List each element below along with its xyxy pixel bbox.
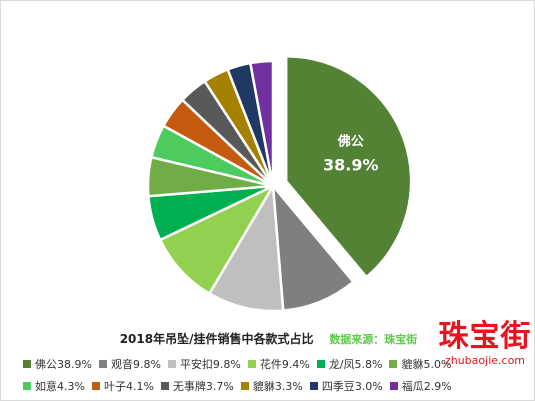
data-label-value: 38.9% — [323, 156, 379, 175]
legend-item: 佛公 38.9% — [23, 356, 92, 372]
legend-swatch — [167, 360, 176, 368]
legend-swatch — [160, 382, 169, 390]
chart-title: 2018年吊坠/挂件销售中各款式占比 — [119, 332, 314, 346]
watermark-logo: 珠宝街 zhubaojie.com — [436, 319, 534, 399]
legend: 佛公 38.9% 观音 9.8% 平安扣 9.8% 花件 9.4% 龙/凤 5.8% 貔貅 5.0% … — [23, 353, 523, 397]
legend-label: 貔貅 — [252, 380, 275, 393]
legend-value: 9.8% — [132, 357, 161, 371]
legend-label: 观音 — [110, 358, 133, 371]
legend-label: 如意 — [35, 380, 57, 393]
legend-item: 平安扣 9.8% — [167, 356, 241, 372]
legend-swatch — [240, 382, 249, 390]
legend-value: 38.9% — [57, 357, 92, 371]
pie-slice — [271, 182, 356, 312]
legend-swatch — [389, 360, 398, 368]
legend-value: 2.9% — [423, 379, 452, 393]
legend-item: 花件 9.4% — [247, 356, 310, 372]
legend-value: 5.0% — [423, 357, 452, 371]
legend-row: 如意 4.3% 叶子 4.1% 无事牌 3.7% 貔貅 3.3% 四季豆 3.0% 福瓜 2.9% — [23, 375, 523, 397]
data-label-category: 佛公 — [337, 134, 364, 150]
legend-label: 福瓜 — [401, 380, 424, 393]
pie-chart: 佛公 38.9% — [146, 54, 413, 313]
legend-label: 平安扣 — [179, 358, 213, 371]
legend-item: 无事牌 3.7% — [160, 378, 234, 394]
legend-swatch — [309, 382, 318, 390]
legend-label: 叶子 — [103, 380, 126, 393]
legend-label: 龙/凤 — [328, 358, 355, 371]
legend-value: 9.4% — [281, 357, 310, 371]
pie-slice — [248, 59, 275, 187]
legend-value: 3.0% — [354, 379, 383, 393]
legend-swatch — [23, 382, 31, 390]
legend-item: 貔貅 5.0% — [389, 356, 451, 372]
legend-swatch — [247, 360, 256, 368]
legend-row: 佛公 38.9% 观音 9.8% 平安扣 9.8% 花件 9.4% 龙/凤 5.8% 貔貅 5.0% — [23, 353, 523, 375]
legend-swatch — [23, 360, 31, 368]
legend-swatch — [98, 360, 107, 368]
legend-item: 貔貅 3.3% — [240, 378, 303, 394]
legend-value: 4.1% — [125, 379, 154, 393]
legend-value: 3.7% — [205, 379, 234, 393]
legend-value: 4.3% — [57, 379, 85, 393]
legend-value: 9.8% — [212, 357, 241, 371]
legend-label: 花件 — [259, 358, 282, 371]
pie-slice — [207, 181, 285, 313]
legend-item: 叶子 4.1% — [91, 378, 154, 394]
legend-label: 无事牌 — [172, 380, 206, 393]
legend-value: 5.8% — [354, 357, 383, 371]
legend-item: 龙/凤 5.8% — [316, 356, 383, 372]
legend-swatch — [316, 360, 325, 368]
legend-swatch — [389, 382, 398, 390]
legend-label: 四季豆 — [321, 380, 355, 393]
watermark-sub: zhubaojie.com — [444, 354, 526, 367]
chart-caption: 2018年吊坠/挂件销售中各款式占比 数据来源：珠宝街 — [1, 330, 535, 347]
legend-value: 3.3% — [274, 379, 303, 393]
data-source: 数据来源：珠宝街 — [329, 333, 418, 346]
legend-item: 四季豆 3.0% — [309, 378, 383, 394]
legend-swatch — [91, 382, 100, 390]
legend-item: 观音 9.8% — [98, 356, 161, 372]
legend-item: 如意 4.3% — [23, 378, 85, 394]
watermark-main: 珠宝街 — [438, 319, 532, 354]
legend-label: 貔貅 — [401, 358, 424, 371]
legend-item: 福瓜 2.9% — [389, 378, 452, 394]
pie-slice — [284, 54, 413, 279]
legend-label: 佛公 — [35, 358, 57, 371]
